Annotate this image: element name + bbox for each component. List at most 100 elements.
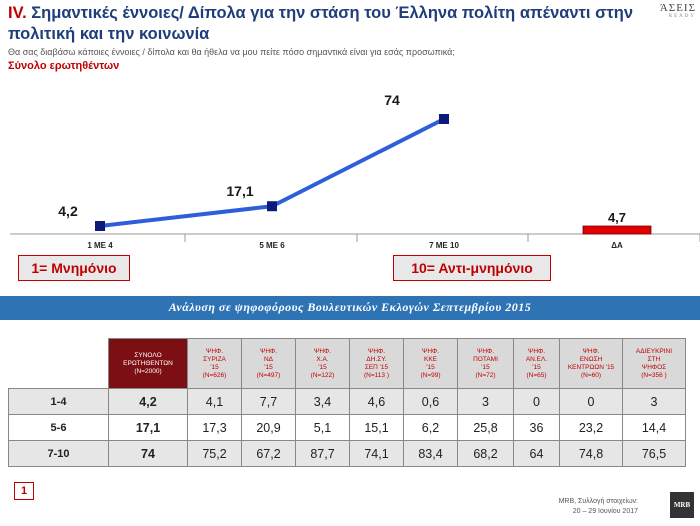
table-cell: 17,3	[187, 414, 242, 441]
col-header: ΨΗΦ. ΝΔ '15 (N=497)	[241, 338, 296, 389]
header-line: ΨΗΦ.	[313, 347, 332, 355]
table-cell: 64	[513, 440, 560, 467]
row-label: 5-6	[8, 414, 109, 441]
table-cell: 83,4	[403, 440, 458, 467]
header-line: (N=122)	[310, 371, 335, 379]
table-cell: 36	[513, 414, 560, 441]
header-line: (N=113 )	[364, 371, 389, 379]
table-cell: 3,4	[295, 388, 350, 415]
logo-line2: READY	[668, 14, 696, 19]
col-header: ΨΗΦ. ΕΝΩΣΗ ΚΕΝΤΡΩΩΝ '15 (N=60)	[559, 338, 623, 389]
header-line: (N=72)	[475, 371, 496, 379]
col-header: ΨΗΦ. ΑΝ.ΕΛ. '15 (N=65)	[513, 338, 560, 389]
col-header: ΑΔΙΕΥΚΡΙΝΙ ΣΤΗ ΨΗΦΟΣ (N=356 )	[622, 338, 686, 389]
table-cell: 3	[622, 388, 686, 415]
header-line: ΣΕΠ '15	[364, 363, 389, 371]
data-label: 74	[384, 92, 400, 108]
header-line: '15	[481, 363, 490, 371]
data-point-marker	[439, 114, 449, 124]
header-line: ΔΗ.ΣΥ.	[366, 355, 387, 363]
table-row: 5-6 17,1 17,3 20,9 5,1 15,1 6,2 25,8 36 23,2 14,4	[8, 414, 686, 441]
table-header-row: ΣΥΝΟΛΟ ΕΡΩΤΗΘΕΝΤΩΝ (N=2000) ΨΗΦ. ΣΥΡΙΖΑ '15 (N…	[9, 338, 686, 389]
source-line-1: MRB, Συλλογή στοιχείων:	[558, 498, 638, 505]
col-header: ΨΗΦ. Χ.Α. '15 (N=122)	[295, 338, 350, 389]
table-cell: 74,1	[349, 440, 404, 467]
table-cell: 4,1	[187, 388, 242, 415]
data-point-marker	[95, 221, 105, 231]
col-header-total: ΣΥΝΟΛΟ ΕΡΩΤΗΘΕΝΤΩΝ (N=2000)	[108, 338, 188, 389]
table-cell: 5,1	[295, 414, 350, 441]
page-number: 1	[14, 482, 34, 500]
table-cell: 0	[513, 388, 560, 415]
row-label: 1-4	[8, 388, 109, 415]
table-cell: 74,8	[559, 440, 623, 467]
header-line: '15	[318, 363, 327, 371]
table-corner	[9, 339, 109, 389]
callout-left: 1= Μνημόνιο	[18, 255, 130, 281]
table-row: 1-4 4,2 4,1 7,7 3,4 4,6 0,6 3 0 0 3	[8, 388, 686, 415]
col-header: ΨΗΦ. ΣΥΡΙΖΑ '15 (N=626)	[187, 338, 242, 389]
header-line: (N=65)	[526, 371, 547, 379]
header-line: (N=99)	[420, 371, 441, 379]
header-line: ΝΔ	[263, 355, 274, 363]
title-text: Σημαντικές έννοιες/ Δίπολα για την στάση…	[8, 4, 633, 43]
table-cell: 75,2	[187, 440, 242, 467]
extra-bar	[582, 225, 652, 235]
header-line: ΨΗΦ.	[421, 347, 440, 355]
header-line: '15	[264, 363, 273, 371]
category-tick-label: 1 ΜΕ 4	[87, 241, 113, 250]
total-cell: 4,2	[108, 388, 188, 415]
table-cell: 87,7	[295, 440, 350, 467]
header-line: ΠΟΤΑΜΙ	[473, 355, 498, 363]
table-cell: 68,2	[457, 440, 514, 467]
section-number: IV.	[8, 4, 27, 22]
table-cell: 23,2	[559, 414, 623, 441]
header-line: ΚΕΝΤΡΩΩΝ '15	[567, 363, 615, 371]
header-line: ΨΗΦ.	[582, 347, 600, 355]
crosstab-table: ΣΥΝΟΛΟ ΕΡΩΤΗΘΕΝΤΩΝ (N=2000) ΨΗΦ. ΣΥΡΙΖΑ '15 (N…	[8, 338, 686, 467]
source-note: MRB, Συλλογή στοιχείων: 20 – 29 Ιουνίου …	[559, 497, 638, 517]
header-line: ΨΗΦΟΣ	[641, 363, 667, 371]
row-label: 7-10	[8, 440, 109, 467]
header-line: ΨΗΦ.	[476, 347, 495, 355]
category-tick-label: 7 ΜΕ 10	[429, 241, 459, 250]
data-label: 4,2	[58, 203, 78, 219]
table-cell: 7,7	[241, 388, 296, 415]
header-line: Χ.Α.	[316, 355, 329, 363]
col-header: ΨΗΦ. ΠΟΤΑΜΙ '15 (N=72)	[457, 338, 514, 389]
logo-line1: ΆΣΕΙΣ	[659, 2, 696, 14]
mrb-logo: MRB	[670, 492, 694, 518]
table-row: 7-10 74 75,2 67,2 87,7 74,1 83,4 68,2 64 74,8 76,5	[8, 440, 686, 467]
header-line: (N=626)	[202, 371, 227, 379]
table-cell: 67,2	[241, 440, 296, 467]
table-cell: 4,6	[349, 388, 404, 415]
table-cell: 20,9	[241, 414, 296, 441]
line-chart: 4,2 17,1 74 1 ΜΕ 4 5 ΜΕ 6 7 ΜΕ 10 4,7 ΔΑ	[10, 92, 700, 250]
header-line: (N=356 )	[641, 371, 667, 379]
header-line: (N=60)	[580, 371, 602, 379]
data-point-marker	[267, 201, 277, 212]
header-line: ΣΥΡΙΖΑ	[203, 355, 226, 363]
header-line: ΨΗΦ.	[367, 347, 386, 355]
header-line: ΕΡΩΤΗΘΕΝΤΩΝ	[123, 359, 173, 367]
table-cell: 0,6	[403, 388, 458, 415]
header-line: (N=2000)	[134, 367, 162, 375]
base-label: Σύνολο ερωτηθέντων	[8, 60, 120, 72]
analysis-band: Ανάλυση σε ψηφοφόρους Βουλευτικών Εκλογώ…	[0, 296, 700, 320]
brand-logo: ΆΣΕΙΣ READY	[660, 2, 696, 19]
header-line: ΨΗΦ.	[527, 347, 546, 355]
table-cell: 6,2	[403, 414, 458, 441]
source-line-2: 20 – 29 Ιουνίου 2017	[572, 508, 638, 515]
table-cell: 14,4	[622, 414, 686, 441]
header-line: ΑΝ.ΕΛ.	[525, 355, 548, 363]
header-line: ΣΥΝΟΛΟ	[134, 351, 162, 359]
category-tick-label: ΔΑ	[611, 241, 623, 250]
callout-right: 10= Αντι-μνημόνιο	[393, 255, 551, 281]
header-line: ΨΗΦ.	[259, 347, 278, 355]
header-line: ΚΚΕ	[423, 355, 437, 363]
header-line: (N=497)	[256, 371, 281, 379]
table-cell: 76,5	[622, 440, 686, 467]
extra-bar-label: 4,7	[608, 210, 626, 225]
header-line: '15	[532, 363, 541, 371]
category-tick-label: 5 ΜΕ 6	[259, 241, 285, 250]
